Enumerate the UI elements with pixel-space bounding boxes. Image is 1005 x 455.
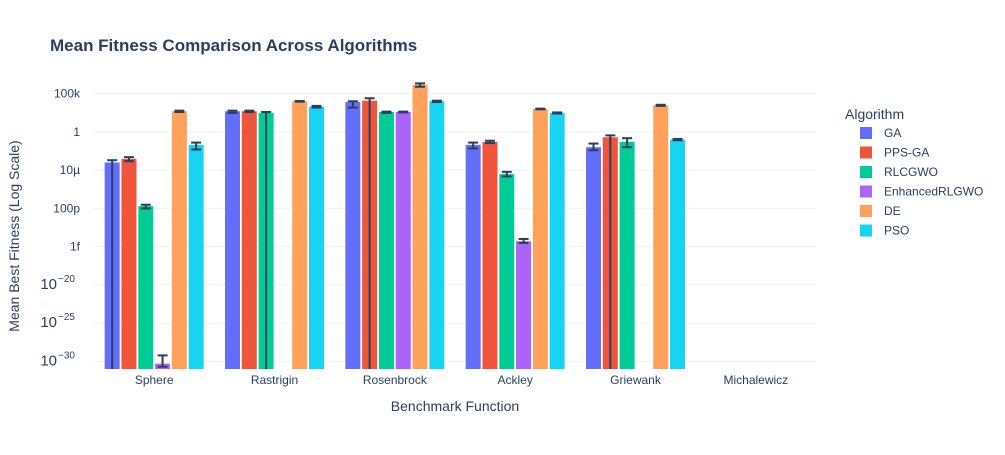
x-tick-label: Sphere: [135, 373, 174, 387]
legend-swatch: [860, 146, 872, 159]
legend-label: PPS-GA: [884, 146, 929, 160]
bar-enhancedrlgwo: [395, 111, 411, 369]
bar-pps-ga: [121, 158, 137, 369]
bar-rlcgwo: [499, 174, 515, 369]
y-tick-label: 100p: [53, 201, 80, 215]
chart-title: Mean Fitness Comparison Across Algorithm…: [50, 36, 417, 55]
bar-de: [532, 108, 548, 369]
legend-label: EnhancedRLGWO: [884, 185, 983, 199]
bar-de: [171, 111, 187, 370]
x-tick-label: Ackley: [497, 373, 532, 387]
legend-title: Algorithm: [845, 106, 904, 122]
x-tick-label: Michalewicz: [723, 373, 788, 387]
legend-label: PSO: [884, 224, 909, 238]
legend-label: DE: [884, 204, 901, 218]
y-tick-label: 10: [40, 314, 57, 331]
bar-pps-ga: [241, 111, 257, 370]
bar-pso: [429, 101, 445, 369]
legend-swatch: [860, 224, 872, 237]
bar-ga: [586, 147, 601, 369]
bar-pso: [670, 139, 685, 369]
y-tick-label: 1f: [70, 240, 81, 254]
legend-item-enhancedrlgwo[interactable]: EnhancedRLGWO: [860, 185, 983, 199]
bar-pso: [549, 112, 565, 370]
y-tick-label: 100k: [54, 87, 81, 101]
bar-pso: [188, 144, 204, 369]
legend-swatch: [860, 127, 872, 139]
bar-rlcgwo: [378, 111, 394, 369]
bar-enhancedrlgwo: [516, 241, 532, 369]
grid-lines: [94, 93, 816, 362]
legend-item-pso[interactable]: PSO: [860, 224, 909, 238]
y-tick-exponent: −30: [58, 350, 75, 361]
bars-layer: [104, 84, 685, 370]
x-axis-ticks: Sphere Rastrigin Rosenbrock Ackley Griewank M…: [135, 373, 788, 387]
y-tick-label: 10µ: [60, 163, 80, 177]
bar-rlcgwo: [619, 141, 635, 369]
y-tick-label: 10: [40, 276, 57, 293]
legend-swatch: [860, 185, 872, 198]
legend-item-rlcgwo[interactable]: RLCGWO: [860, 165, 938, 179]
bar-ga: [345, 102, 361, 370]
y-tick-label: 10: [40, 352, 57, 369]
bar-rlcgwo: [138, 206, 154, 369]
legend-swatch: [860, 205, 872, 217]
bar-pps-ga: [482, 141, 498, 369]
legend-item-ga[interactable]: GA: [860, 126, 901, 140]
legend-item-pps-ga[interactable]: PPS-GA: [860, 146, 929, 160]
legend-swatch: [860, 166, 872, 178]
legend-label: RLCGWO: [884, 165, 938, 179]
bar-de: [412, 84, 428, 369]
error-bars-layer: [107, 82, 683, 369]
bar-pso: [309, 106, 324, 370]
bar-ga: [465, 144, 481, 369]
y-tick-exponent: −20: [58, 274, 75, 285]
x-tick-label: Rastrigin: [251, 373, 298, 387]
legend: Algorithm GA PPS-GA RLCGWO EnhancedRLGWO DE P…: [845, 106, 983, 238]
bar-de: [653, 105, 669, 369]
bar-de: [292, 101, 308, 369]
y-axis-title: Mean Best Fitness (Log Scale): [6, 140, 22, 331]
x-axis-title: Benchmark Function: [391, 398, 519, 414]
y-tick-label: 1: [73, 125, 80, 139]
y-tick-exponent: −25: [58, 312, 75, 323]
x-tick-label: Griewank: [610, 373, 662, 387]
legend-label: GA: [884, 126, 901, 140]
bar-ga: [225, 111, 240, 370]
legend-item-de[interactable]: DE: [860, 204, 901, 218]
x-tick-label: Rosenbrock: [363, 373, 428, 387]
